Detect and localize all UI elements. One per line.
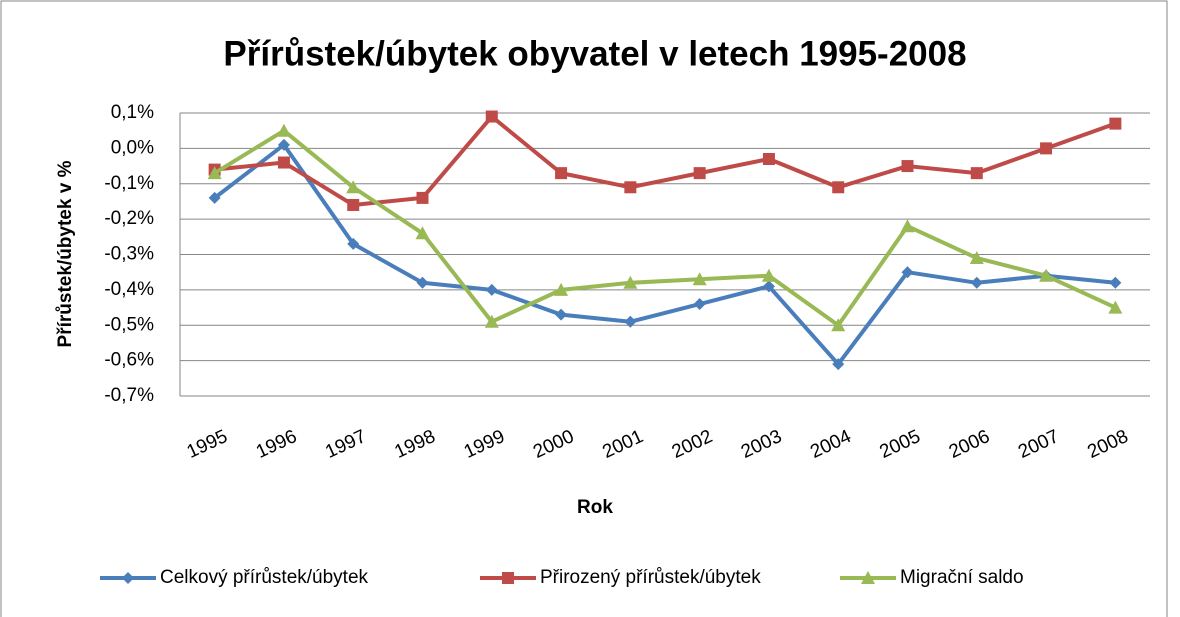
data-point: [484, 314, 499, 328]
data-point: [207, 166, 222, 180]
legend-label: Přirozený přírůstek/úbytek: [540, 567, 761, 588]
data-point: [554, 282, 569, 296]
data-point: [1040, 142, 1053, 155]
y-tick-label: -0,5%: [104, 314, 154, 335]
data-point: [761, 268, 776, 282]
data-point: [624, 181, 637, 194]
legend-marker: [502, 572, 514, 584]
legend-label: Celkový přírůstek/úbytek: [160, 567, 369, 588]
data-point: [623, 275, 638, 289]
y-tick-label: -0,2%: [104, 208, 154, 229]
y-tick-label: -0,1%: [104, 173, 154, 194]
data-point: [347, 237, 360, 250]
data-point: [762, 152, 775, 165]
y-tick-label: -0,4%: [104, 279, 154, 300]
data-point: [831, 318, 846, 332]
data-point: [277, 138, 290, 151]
data-point: [277, 156, 290, 169]
data-point: [832, 181, 845, 194]
y-tick-label: -0,7%: [104, 385, 154, 406]
legend-label: Migrační saldo: [900, 567, 1024, 588]
data-point: [555, 167, 568, 180]
y-axis-label: Přírůstek/úbytek v %: [55, 160, 76, 347]
data-point: [346, 180, 361, 194]
data-point: [1108, 300, 1123, 314]
data-point: [900, 219, 915, 233]
data-point: [276, 123, 291, 137]
data-point: [762, 280, 775, 293]
data-point: [1109, 117, 1122, 130]
data-point: [970, 167, 983, 180]
legend-marker: [122, 572, 134, 584]
data-point: [832, 358, 845, 371]
x-axis-label: Rok: [577, 497, 613, 518]
y-tick-label: -0,3%: [104, 244, 154, 265]
data-point: [692, 272, 707, 286]
data-point: [901, 160, 914, 173]
data-point: [901, 266, 914, 279]
series-line: [214, 114, 1117, 207]
data-point: [555, 308, 568, 321]
legend-marker: [861, 571, 875, 584]
data-point: [624, 315, 637, 328]
data-point: [1039, 268, 1054, 282]
data-point: [485, 283, 498, 296]
chart-title: Přírůstek/úbytek obyvatel v letech 1995-…: [223, 34, 966, 73]
data-point: [693, 167, 706, 180]
data-point: [416, 276, 429, 289]
data-point: [415, 226, 430, 240]
data-point: [485, 110, 498, 123]
data-point: [347, 198, 360, 211]
y-tick-label: -0,6%: [104, 350, 154, 371]
y-tick-label: 0,0%: [111, 137, 154, 158]
data-point: [693, 298, 706, 311]
y-tick-label: 0,1%: [111, 102, 154, 123]
data-point: [1109, 276, 1122, 289]
data-point: [208, 191, 221, 204]
data-point: [969, 251, 984, 265]
series-line: [213, 142, 1116, 367]
series-line: [213, 128, 1117, 328]
data-point: [416, 191, 429, 204]
data-point: [970, 276, 983, 289]
